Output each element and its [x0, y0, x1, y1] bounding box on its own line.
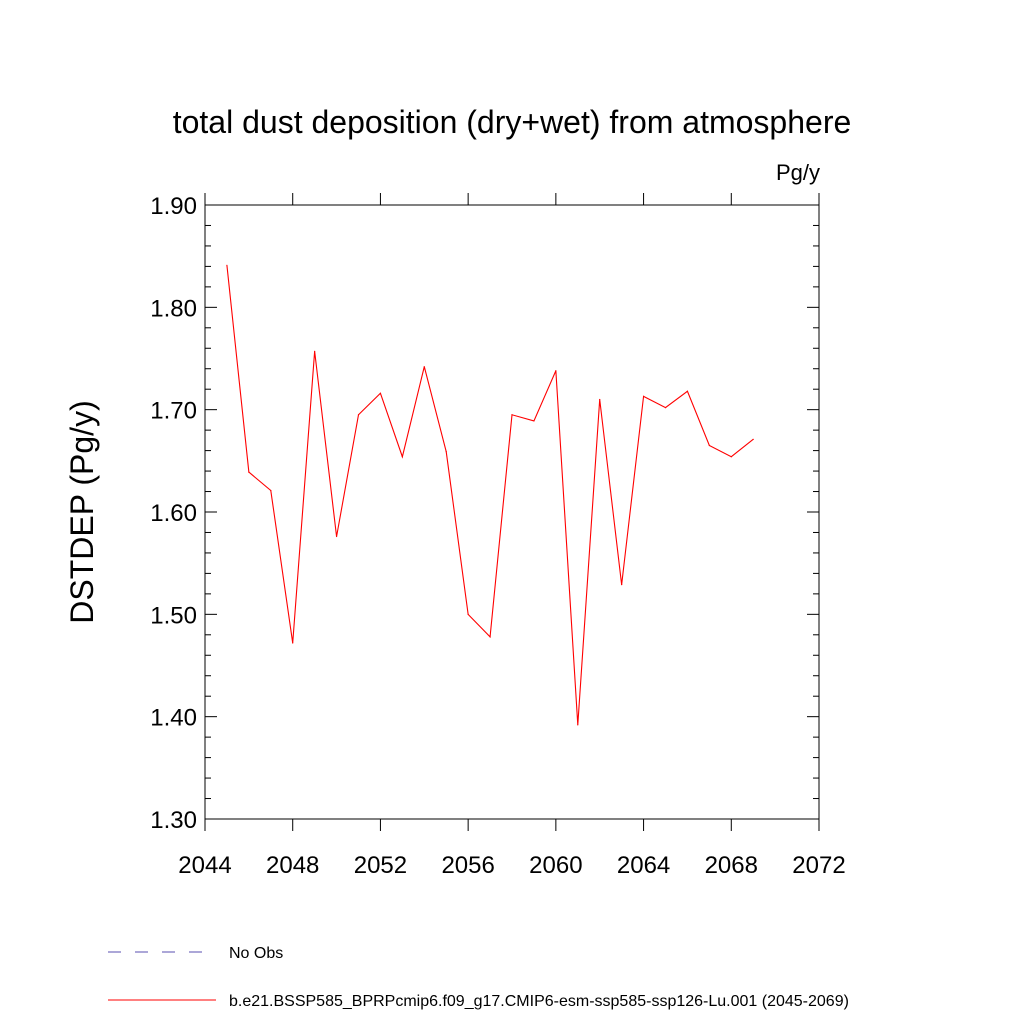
data-point — [270, 489, 272, 492]
x-tick-label: 2048 — [266, 852, 319, 879]
y-tick-label: 1.40 — [150, 705, 197, 732]
series-group — [226, 264, 754, 726]
data-point — [533, 420, 535, 422]
y-tick-label: 1.30 — [150, 807, 197, 834]
data-point — [642, 395, 645, 397]
x-tick-label: 2068 — [705, 852, 758, 879]
data-point — [292, 642, 294, 644]
units-label: Pg/y — [776, 160, 820, 185]
series-line — [226, 265, 754, 725]
data-point — [423, 366, 425, 368]
data-point — [248, 471, 250, 473]
y-tick-label: 1.80 — [150, 295, 197, 322]
data-point — [401, 456, 403, 458]
x-tick-label: 2072 — [792, 852, 845, 879]
data-point — [555, 370, 557, 372]
data-point — [511, 414, 513, 416]
chart-title: total dust deposition (dry+wet) from atm… — [173, 104, 852, 140]
x-tick-label: 2052 — [354, 852, 407, 879]
x-axis-ticks: 2044 2048 2052 2056 2060 2064 2068 2072 — [178, 193, 846, 879]
data-point — [708, 444, 710, 447]
y-tick-label: 1.50 — [150, 602, 197, 629]
data-point — [664, 407, 667, 409]
data-point — [335, 535, 338, 538]
data-point — [226, 264, 228, 266]
data-point — [314, 350, 316, 352]
data-point — [357, 414, 360, 416]
data-point — [467, 613, 469, 615]
data-point — [577, 724, 579, 726]
y-tick-label: 1.90 — [150, 193, 197, 220]
data-point — [752, 438, 754, 440]
y-tick-label: 1.60 — [150, 500, 197, 527]
data-point — [445, 451, 447, 453]
data-point — [599, 398, 601, 401]
plot-frame — [204, 204, 820, 820]
data-point — [379, 392, 382, 394]
y-axis-label: DSTDEP (Pg/y) — [64, 400, 100, 623]
y-axis-ticks: 1.30 1.40 1.50 1.60 1.70 1.80 1.90 — [150, 193, 819, 834]
data-point — [489, 636, 491, 638]
x-tick-label: 2064 — [617, 852, 670, 879]
x-tick-label: 2044 — [178, 852, 231, 879]
data-point — [730, 456, 732, 458]
data-point — [621, 584, 623, 586]
data-point — [686, 390, 689, 392]
x-tick-label: 2056 — [441, 852, 494, 879]
legend: No Obs b.e21.BSSP585_BPRPcmip6.f09_g17.CM… — [108, 945, 849, 1010]
legend-label: No Obs — [229, 945, 283, 962]
legend-label: b.e21.BSSP585_BPRPcmip6.f09_g17.CMIP6-es… — [229, 993, 849, 1010]
x-tick-label: 2060 — [529, 852, 582, 879]
y-tick-label: 1.70 — [150, 398, 197, 425]
